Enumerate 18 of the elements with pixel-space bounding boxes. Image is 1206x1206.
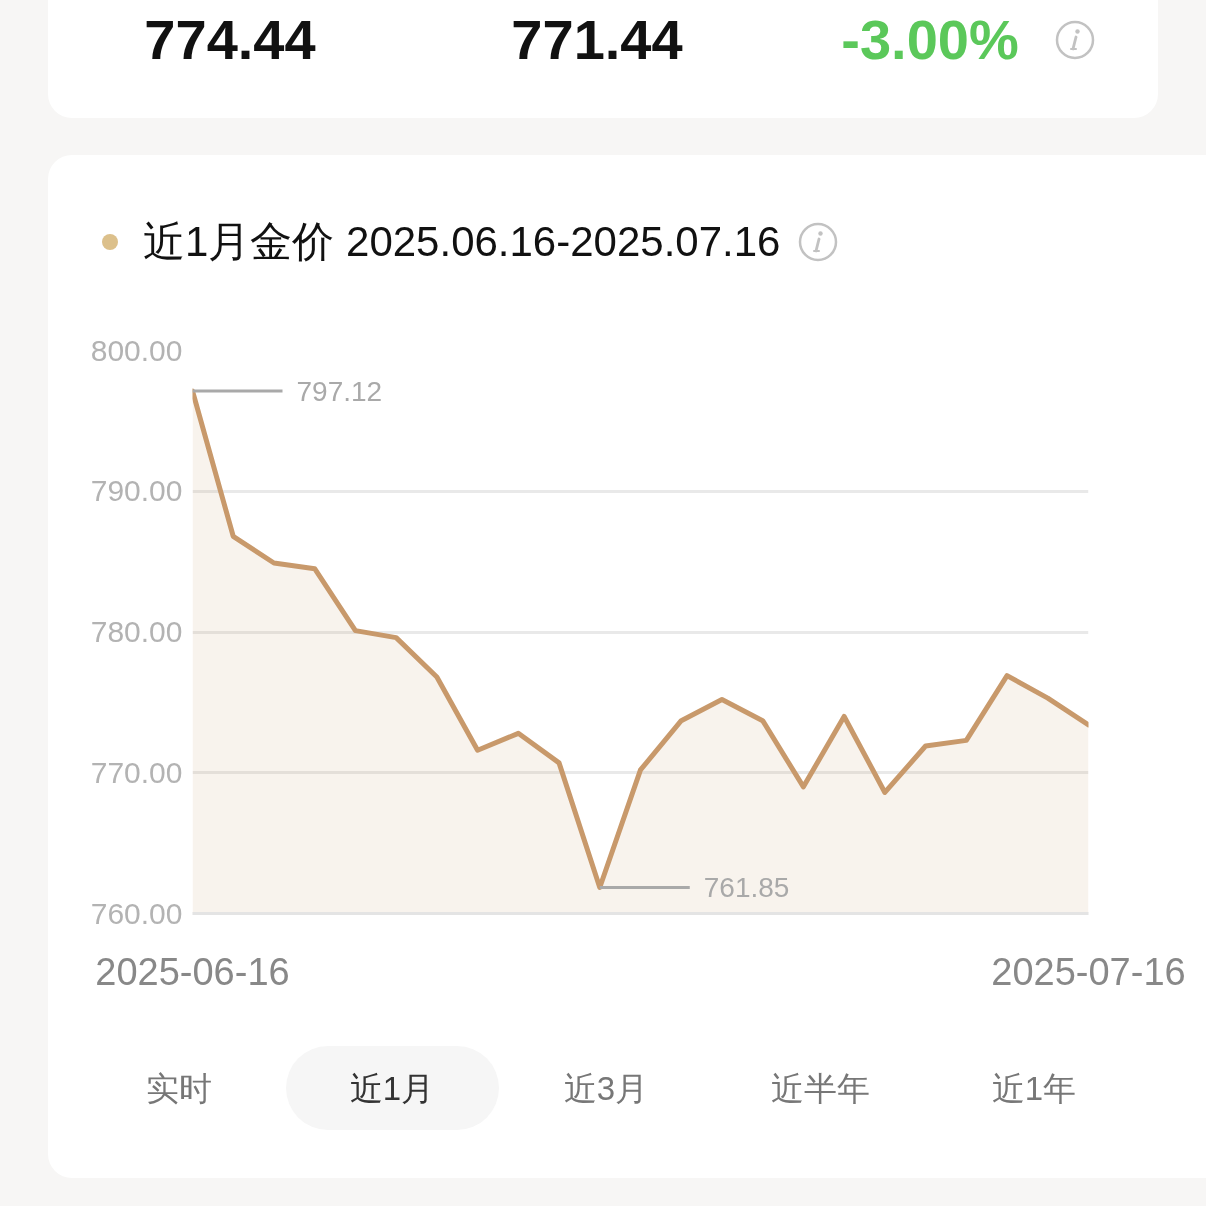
text: 实时 bbox=[146, 1069, 212, 1107]
y-tick-label: 760.00 bbox=[90, 896, 183, 930]
y-tick-label: 770.00 bbox=[90, 755, 183, 789]
text: -3.00% bbox=[841, 8, 1019, 71]
text: 近1年 bbox=[991, 1069, 1077, 1107]
y-tick-label: 800.00 bbox=[90, 333, 183, 367]
text: 771.44 bbox=[511, 8, 683, 71]
text: 近3月 bbox=[563, 1069, 649, 1107]
x-tick-label: 2025-07-16 bbox=[991, 950, 1186, 993]
text: 近半年 bbox=[770, 1069, 870, 1107]
text: 近1月 bbox=[349, 1069, 435, 1107]
data-label: 761.85 bbox=[703, 871, 790, 903]
y-tick-label: 780.00 bbox=[90, 615, 183, 648]
data-label: 797.12 bbox=[296, 375, 383, 407]
y-tick-label: 790.00 bbox=[90, 474, 183, 508]
x-tick-label: 2025-06-16 bbox=[95, 950, 290, 993]
text: 774.44 bbox=[144, 8, 316, 71]
chart-title: 近1月金价 2025.06.16-2025.07.16 bbox=[143, 218, 781, 265]
